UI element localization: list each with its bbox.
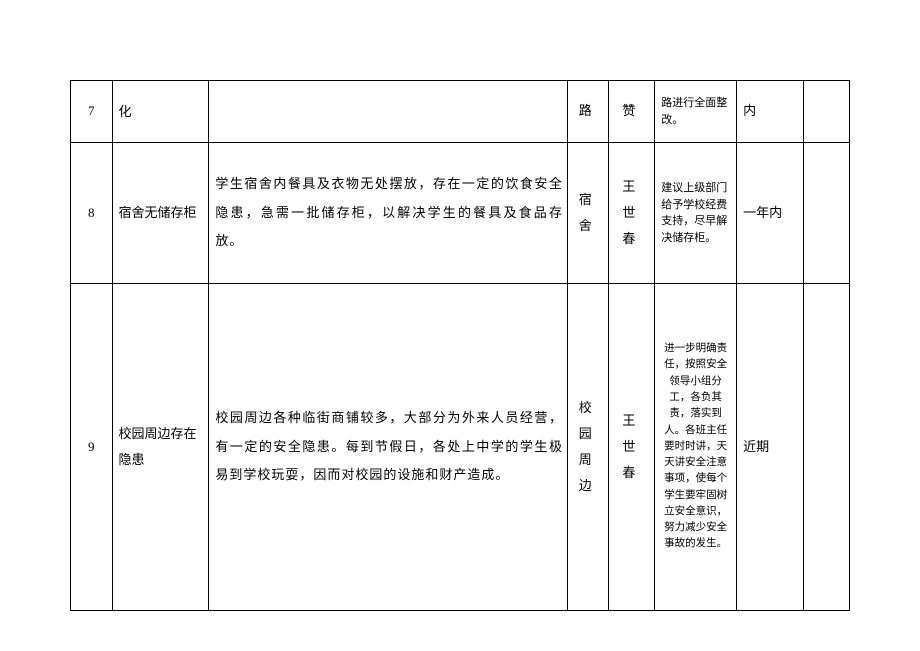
row-last bbox=[804, 143, 850, 284]
row-due: 一年内 bbox=[737, 143, 804, 284]
row-last bbox=[804, 81, 850, 143]
row-title: 化 bbox=[112, 81, 209, 143]
row-name: 王世春 bbox=[609, 143, 655, 284]
table-row: 8 宿舍无储存柜 学生宿舍内餐具及衣物无处摆放，存在一定的饮食安全隐患，急需一批… bbox=[71, 143, 850, 284]
row-location: 路 bbox=[567, 81, 609, 143]
row-last bbox=[804, 283, 850, 610]
row-due: 近期 bbox=[737, 283, 804, 610]
row-location: 宿舍 bbox=[567, 143, 609, 284]
row-number: 9 bbox=[71, 283, 113, 610]
row-description bbox=[209, 81, 568, 143]
row-action: 路进行全面整改。 bbox=[655, 81, 737, 143]
row-number: 7 bbox=[71, 81, 113, 143]
row-title: 校园周边存在隐患 bbox=[112, 283, 209, 610]
row-description: 校园周边各种临街商铺较多，大部分为外来人员经营，有一定的安全隐患。每到节假日，各… bbox=[209, 283, 568, 610]
safety-table: 7 化 路 赞 路进行全面整改。 内 8 宿舍无储存柜 学生宿舍内餐具及衣物无处… bbox=[70, 80, 850, 611]
table-row: 7 化 路 赞 路进行全面整改。 内 bbox=[71, 81, 850, 143]
row-description: 学生宿舍内餐具及衣物无处摆放，存在一定的饮食安全隐患，急需一批储存柜，以解决学生… bbox=[209, 143, 568, 284]
table-body: 7 化 路 赞 路进行全面整改。 内 8 宿舍无储存柜 学生宿舍内餐具及衣物无处… bbox=[71, 81, 850, 611]
row-title: 宿舍无储存柜 bbox=[112, 143, 209, 284]
row-name: 王世春 bbox=[609, 283, 655, 610]
page: 7 化 路 赞 路进行全面整改。 内 8 宿舍无储存柜 学生宿舍内餐具及衣物无处… bbox=[0, 0, 920, 651]
row-action: 进一步明确责任，按照安全领导小组分工，各负其责，落实到人。各班主任要时时讲，天天… bbox=[655, 283, 737, 610]
row-action: 建议上级部门给予学校经费支持，尽早解决储存柜。 bbox=[655, 143, 737, 284]
row-due: 内 bbox=[737, 81, 804, 143]
table-row: 9 校园周边存在隐患 校园周边各种临街商铺较多，大部分为外来人员经营，有一定的安… bbox=[71, 283, 850, 610]
row-name: 赞 bbox=[609, 81, 655, 143]
row-number: 8 bbox=[71, 143, 113, 284]
row-location: 校园周边 bbox=[567, 283, 609, 610]
